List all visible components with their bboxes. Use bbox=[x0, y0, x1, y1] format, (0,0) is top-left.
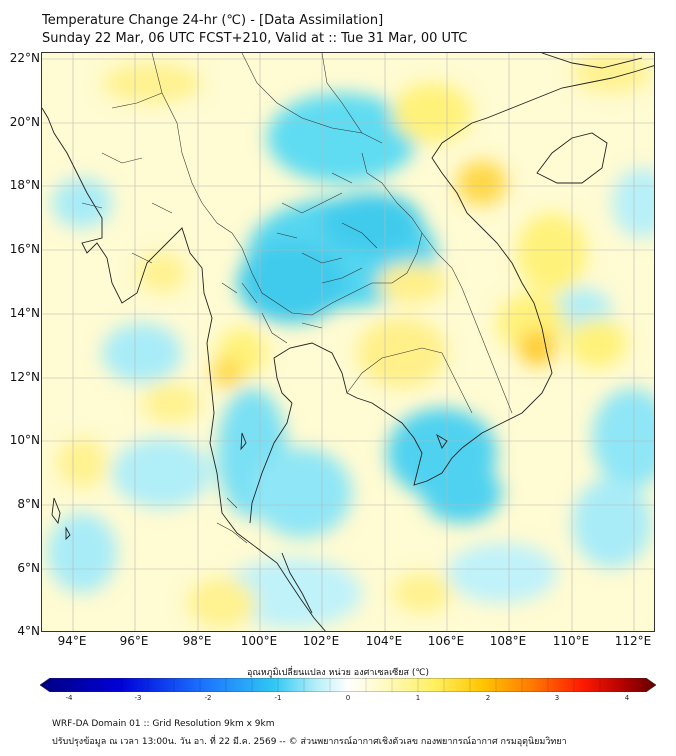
lon-label: 110°E bbox=[552, 634, 590, 648]
colorbar-tick: -3 bbox=[134, 694, 142, 702]
borders bbox=[81, 53, 513, 544]
lat-label: 14°N bbox=[9, 306, 40, 320]
coastlines bbox=[42, 53, 654, 631]
colorbar-tick: -4 bbox=[65, 694, 73, 702]
lon-label: 112°E bbox=[614, 634, 652, 648]
map-canvas bbox=[42, 53, 654, 631]
lat-label: 4°N bbox=[17, 624, 40, 638]
title-line-1: Temperature Change 24-hr (℃) - [Data Ass… bbox=[42, 13, 384, 28]
title-line-2: Sunday 22 Mar, 06 UTC FCST+210, Valid at… bbox=[42, 31, 468, 46]
colorbar-tick: -2 bbox=[204, 694, 212, 702]
lon-label: 94°E bbox=[57, 634, 87, 648]
lon-label: 106°E bbox=[427, 634, 465, 648]
lat-label: 18°N bbox=[9, 178, 40, 192]
colorbar-tick: 3 bbox=[554, 694, 560, 702]
chart-title: Temperature Change 24-hr (℃) - [Data Ass… bbox=[42, 12, 467, 48]
colorbar-tick: 4 bbox=[624, 694, 630, 702]
temperature-change-map bbox=[41, 52, 655, 632]
colorbar-tick: 2 bbox=[485, 694, 491, 702]
footer-credit: ปรับปรุงข้อมูล ณ เวลา 13:00น. วัน อา. ที… bbox=[52, 737, 567, 747]
lat-label: 12°N bbox=[9, 370, 40, 384]
colorbar-gradient bbox=[40, 678, 656, 692]
colorbar-tick: -1 bbox=[274, 694, 282, 702]
lon-label: 98°E bbox=[182, 634, 212, 648]
lon-label: 102°E bbox=[302, 634, 340, 648]
lat-label: 20°N bbox=[9, 115, 40, 129]
lon-label: 108°E bbox=[489, 634, 527, 648]
colorbar-title: อุณหภูมิเปลี่ยนแปลง หน่วย องศาเซลเซียส (… bbox=[246, 668, 430, 678]
lat-label: 10°N bbox=[9, 433, 40, 447]
colorbar-tick: 1 bbox=[415, 694, 421, 702]
lat-label: 8°N bbox=[17, 497, 40, 511]
colorbar-tick: 0 bbox=[345, 694, 351, 702]
lon-label: 96°E bbox=[119, 634, 149, 648]
colorbar bbox=[40, 678, 656, 692]
lon-label: 104°E bbox=[365, 634, 403, 648]
lat-label: 16°N bbox=[9, 242, 40, 256]
graticule bbox=[42, 53, 654, 631]
lon-label: 100°E bbox=[240, 634, 278, 648]
temperature-field bbox=[47, 53, 654, 628]
lat-label: 22°N bbox=[9, 51, 40, 65]
footer-model-info: WRF-DA Domain 01 :: Grid Resolution 9km … bbox=[52, 719, 275, 729]
colorbar-segments bbox=[69, 678, 627, 692]
lat-label: 6°N bbox=[17, 561, 40, 575]
